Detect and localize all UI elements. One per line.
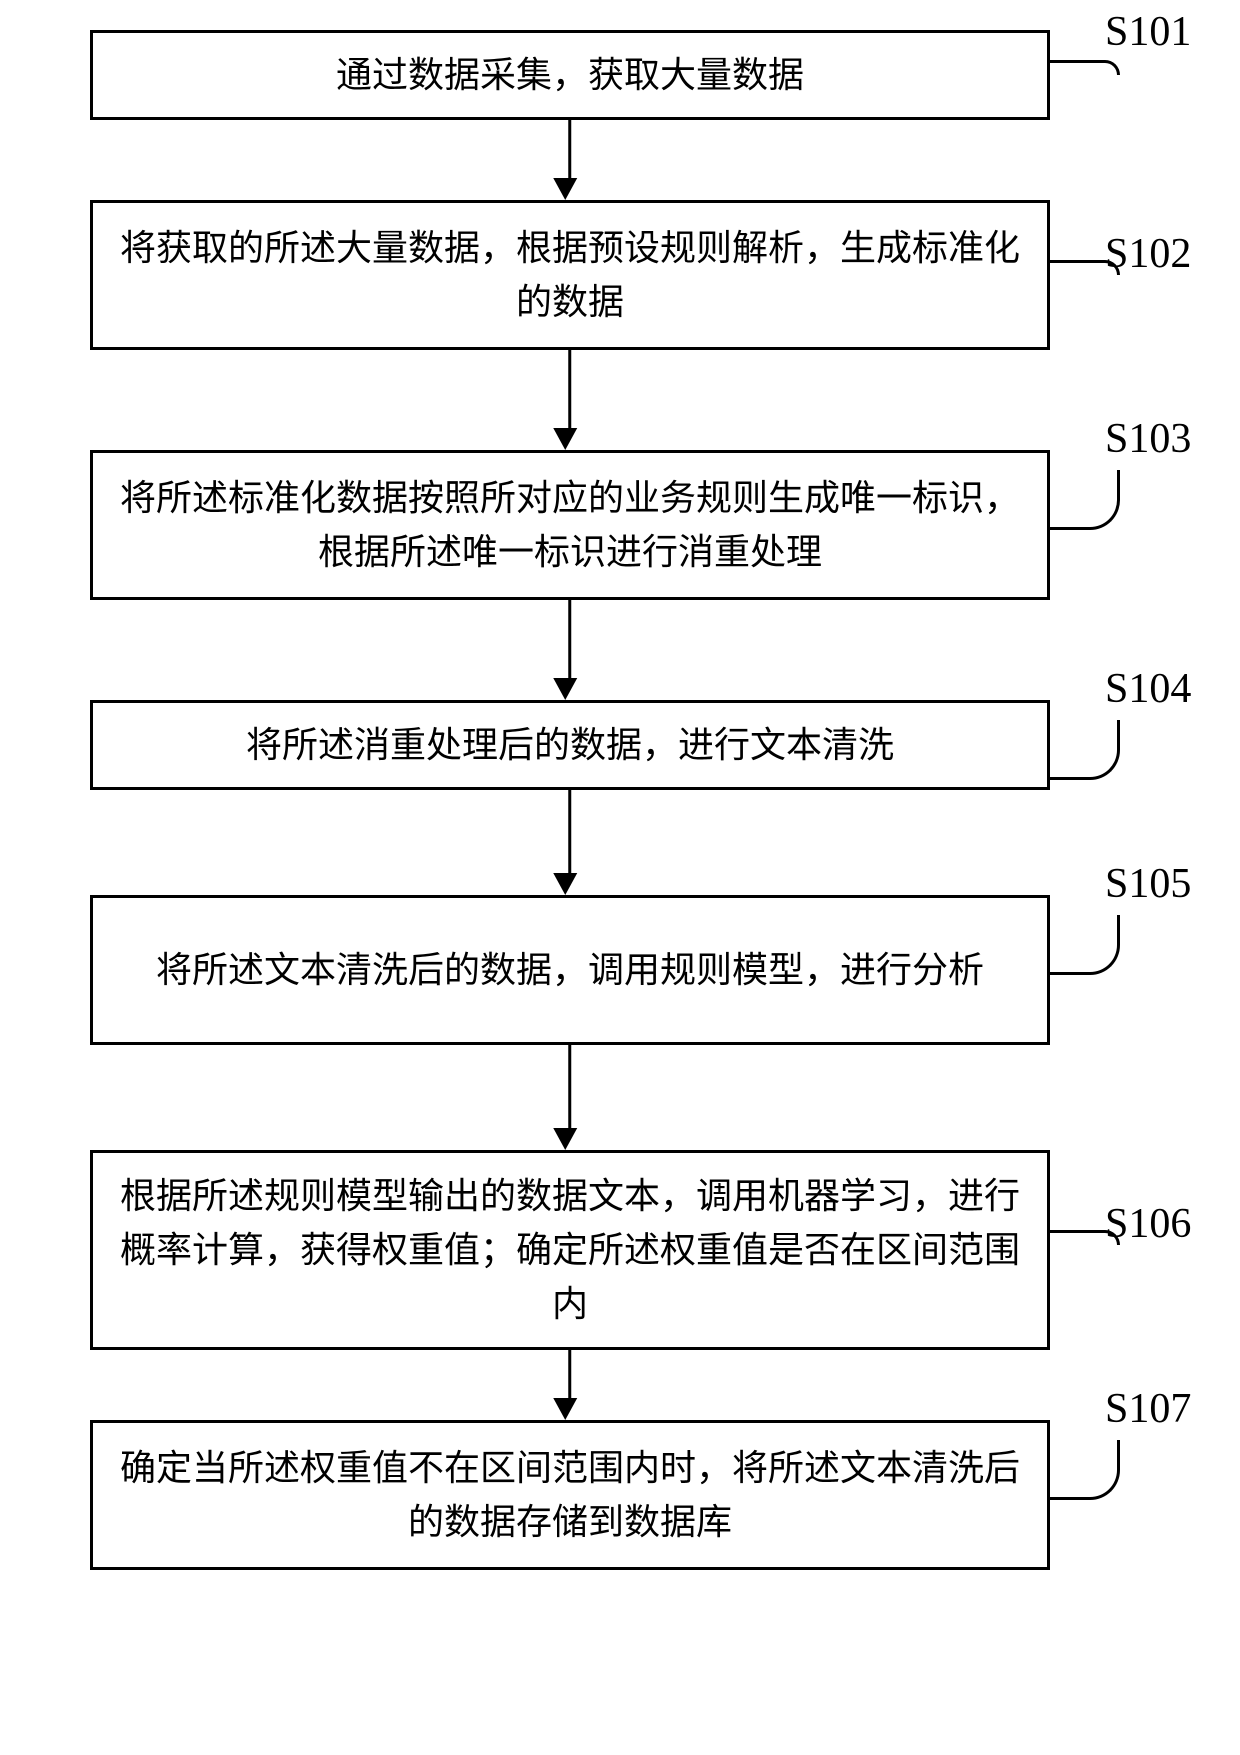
- connector-s105: [1050, 915, 1120, 975]
- step-label-s102: S102: [1105, 230, 1191, 278]
- step-box-s103: 将所述标准化数据按照所对应的业务规则生成唯一标识，根据所述唯一标识进行消重处理: [90, 450, 1050, 600]
- step-box-s104: 将所述消重处理后的数据，进行文本清洗: [90, 700, 1050, 790]
- connector-s101: [1050, 60, 1120, 75]
- step-label-s101: S101: [1105, 8, 1191, 56]
- connector-s104: [1050, 720, 1120, 780]
- connector-s103: [1050, 470, 1120, 530]
- step-text: 将所述标准化数据按照所对应的业务规则生成唯一标识，根据所述唯一标识进行消重处理: [113, 471, 1027, 579]
- step-label-s105: S105: [1105, 860, 1191, 908]
- step-text: 确定当所述权重值不在区间范围内时，将所述文本清洗后的数据存储到数据库: [113, 1441, 1027, 1549]
- arrow-4: [563, 790, 577, 895]
- step-text: 将获取的所述大量数据，根据预设规则解析，生成标准化的数据: [113, 221, 1027, 329]
- flowchart-container: 通过数据采集，获取大量数据 S101 将获取的所述大量数据，根据预设规则解析，生…: [0, 0, 1240, 1755]
- step-box-s101: 通过数据采集，获取大量数据: [90, 30, 1050, 120]
- arrow-3: [563, 600, 577, 700]
- step-text: 将所述消重处理后的数据，进行文本清洗: [246, 718, 894, 772]
- step-box-s107: 确定当所述权重值不在区间范围内时，将所述文本清洗后的数据存储到数据库: [90, 1420, 1050, 1570]
- arrow-2: [563, 350, 577, 450]
- step-box-s105: 将所述文本清洗后的数据，调用规则模型，进行分析: [90, 895, 1050, 1045]
- arrow-6: [563, 1350, 577, 1420]
- connector-s107: [1050, 1440, 1120, 1500]
- arrow-1: [563, 120, 577, 200]
- step-text: 根据所述规则模型输出的数据文本，调用机器学习，进行概率计算，获得权重值；确定所述…: [113, 1169, 1027, 1331]
- step-label-s107: S107: [1105, 1385, 1191, 1433]
- step-label-s103: S103: [1105, 415, 1191, 463]
- step-label-s104: S104: [1105, 665, 1191, 713]
- step-box-s106: 根据所述规则模型输出的数据文本，调用机器学习，进行概率计算，获得权重值；确定所述…: [90, 1150, 1050, 1350]
- step-label-s106: S106: [1105, 1200, 1191, 1248]
- arrow-5: [563, 1045, 577, 1150]
- step-box-s102: 将获取的所述大量数据，根据预设规则解析，生成标准化的数据: [90, 200, 1050, 350]
- step-text: 通过数据采集，获取大量数据: [336, 48, 804, 102]
- step-text: 将所述文本清洗后的数据，调用规则模型，进行分析: [156, 943, 984, 997]
